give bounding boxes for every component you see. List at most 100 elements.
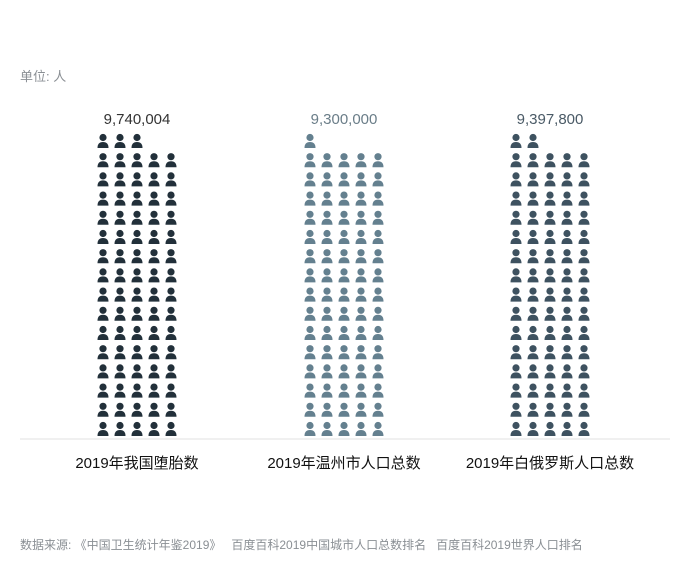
person-icon <box>527 325 539 340</box>
person-icon <box>131 172 143 187</box>
person-icon <box>165 421 177 436</box>
person-icon <box>97 402 109 417</box>
person-icon <box>510 268 522 283</box>
person-icon <box>544 229 556 244</box>
person-icon <box>510 306 522 321</box>
value-label: 9,300,000 <box>311 111 378 128</box>
person-icon <box>338 402 350 417</box>
person-icon <box>372 383 384 398</box>
category-label: 2019年温州市人口总数 <box>267 455 420 472</box>
person-icon <box>131 153 143 168</box>
person-icon <box>561 402 573 417</box>
person-icon <box>578 153 590 168</box>
person-icon <box>355 306 367 321</box>
person-icon <box>97 133 109 148</box>
person-icon <box>148 268 160 283</box>
person-icon <box>304 191 316 206</box>
person-icon <box>372 191 384 206</box>
person-icon <box>561 364 573 379</box>
person-icon <box>355 383 367 398</box>
person-icon <box>510 287 522 302</box>
person-icon <box>561 421 573 436</box>
person-icon <box>131 345 143 360</box>
person-icon <box>544 421 556 436</box>
person-icon <box>114 306 126 321</box>
person-icon <box>578 287 590 302</box>
person-icon <box>165 325 177 340</box>
person-icon <box>510 153 522 168</box>
person-icon <box>114 229 126 244</box>
person-icon <box>321 402 333 417</box>
unit-label: 单位: 人 <box>20 69 67 84</box>
person-icon <box>165 249 177 264</box>
person-icon <box>321 287 333 302</box>
person-icon <box>338 325 350 340</box>
person-icon <box>97 268 109 283</box>
person-icon <box>148 191 160 206</box>
person-icon <box>131 364 143 379</box>
person-icon <box>372 153 384 168</box>
person-icon <box>148 421 160 436</box>
person-icon <box>355 210 367 225</box>
person-icon <box>165 345 177 360</box>
category-label: 2019年我国堕胎数 <box>75 454 198 472</box>
person-icon <box>97 249 109 264</box>
person-icon <box>510 364 522 379</box>
person-icon <box>321 306 333 321</box>
person-icon <box>527 287 539 302</box>
category-label: 2019年白俄罗斯人口总数 <box>466 455 634 472</box>
person-icon <box>304 325 316 340</box>
person-icon <box>131 306 143 321</box>
person-icon <box>510 210 522 225</box>
person-icon <box>321 421 333 436</box>
person-icon <box>97 345 109 360</box>
person-icon <box>321 153 333 168</box>
person-icon <box>304 229 316 244</box>
person-icon <box>114 153 126 168</box>
person-icon <box>131 287 143 302</box>
person-icon <box>114 421 126 436</box>
person-icon <box>114 191 126 206</box>
person-icon <box>97 172 109 187</box>
person-icon <box>321 210 333 225</box>
person-icon <box>372 249 384 264</box>
person-icon <box>304 306 316 321</box>
person-icon <box>97 287 109 302</box>
person-icon <box>527 229 539 244</box>
person-icon <box>544 402 556 417</box>
data-source: 数据来源: 《中国卫生统计年鉴2019》 百度百科2019中国城市人口总数排名 百度… <box>20 536 593 553</box>
person-icon <box>355 345 367 360</box>
person-icon <box>355 249 367 264</box>
person-icon <box>114 172 126 187</box>
person-icon <box>355 191 367 206</box>
person-icon <box>372 421 384 436</box>
person-icon <box>578 383 590 398</box>
person-icon <box>304 421 316 436</box>
person-icon <box>165 364 177 379</box>
person-icon <box>544 153 556 168</box>
person-icon <box>372 287 384 302</box>
person-icon <box>338 306 350 321</box>
person-icon <box>561 191 573 206</box>
person-icon <box>97 325 109 340</box>
person-icon <box>131 249 143 264</box>
person-icon <box>527 364 539 379</box>
person-icon <box>544 306 556 321</box>
person-icon <box>510 421 522 436</box>
person-icon <box>148 249 160 264</box>
person-icon <box>355 421 367 436</box>
person-icon <box>304 210 316 225</box>
person-icon <box>527 210 539 225</box>
person-icon <box>131 325 143 340</box>
person-icon <box>114 249 126 264</box>
person-icon <box>544 210 556 225</box>
person-icon <box>561 325 573 340</box>
person-icon <box>561 383 573 398</box>
person-icon <box>321 191 333 206</box>
person-icon <box>338 421 350 436</box>
person-icon <box>97 153 109 168</box>
person-icon <box>355 402 367 417</box>
person-icon <box>578 364 590 379</box>
person-icon <box>578 345 590 360</box>
person-icon <box>114 287 126 302</box>
